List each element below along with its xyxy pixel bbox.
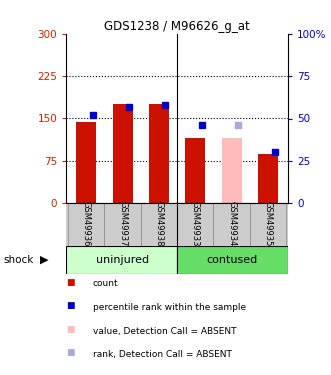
Text: ■: ■: [66, 325, 75, 334]
Text: uninjured: uninjured: [96, 255, 149, 265]
Bar: [113, 104, 132, 203]
Text: shock: shock: [3, 255, 34, 265]
Bar: [213, 203, 250, 246]
Text: GSM49938: GSM49938: [154, 201, 164, 247]
Text: percentile rank within the sample: percentile rank within the sample: [93, 303, 246, 312]
Bar: [222, 138, 242, 203]
Bar: [66, 246, 177, 274]
Text: GSM49934: GSM49934: [227, 201, 236, 247]
Bar: [258, 154, 278, 203]
Bar: [177, 203, 213, 246]
Bar: [141, 203, 177, 246]
Text: rank, Detection Call = ABSENT: rank, Detection Call = ABSENT: [93, 350, 232, 359]
Bar: [68, 203, 104, 246]
Text: ■: ■: [66, 278, 75, 286]
Text: GSM49937: GSM49937: [118, 201, 127, 247]
Bar: [250, 203, 286, 246]
Text: ▶: ▶: [40, 255, 48, 265]
Text: GSM49933: GSM49933: [191, 201, 200, 247]
Bar: [104, 203, 141, 246]
Bar: [177, 246, 288, 274]
Bar: [76, 123, 96, 203]
Bar: [149, 104, 169, 203]
Title: GDS1238 / M96626_g_at: GDS1238 / M96626_g_at: [104, 20, 250, 33]
Bar: [185, 138, 205, 203]
Text: ■: ■: [66, 348, 75, 357]
Text: contused: contused: [206, 255, 257, 265]
Text: value, Detection Call = ABSENT: value, Detection Call = ABSENT: [93, 327, 236, 336]
Text: GSM49936: GSM49936: [82, 201, 91, 247]
Text: GSM49935: GSM49935: [263, 201, 272, 247]
Text: ■: ■: [66, 301, 75, 310]
Text: count: count: [93, 279, 118, 288]
